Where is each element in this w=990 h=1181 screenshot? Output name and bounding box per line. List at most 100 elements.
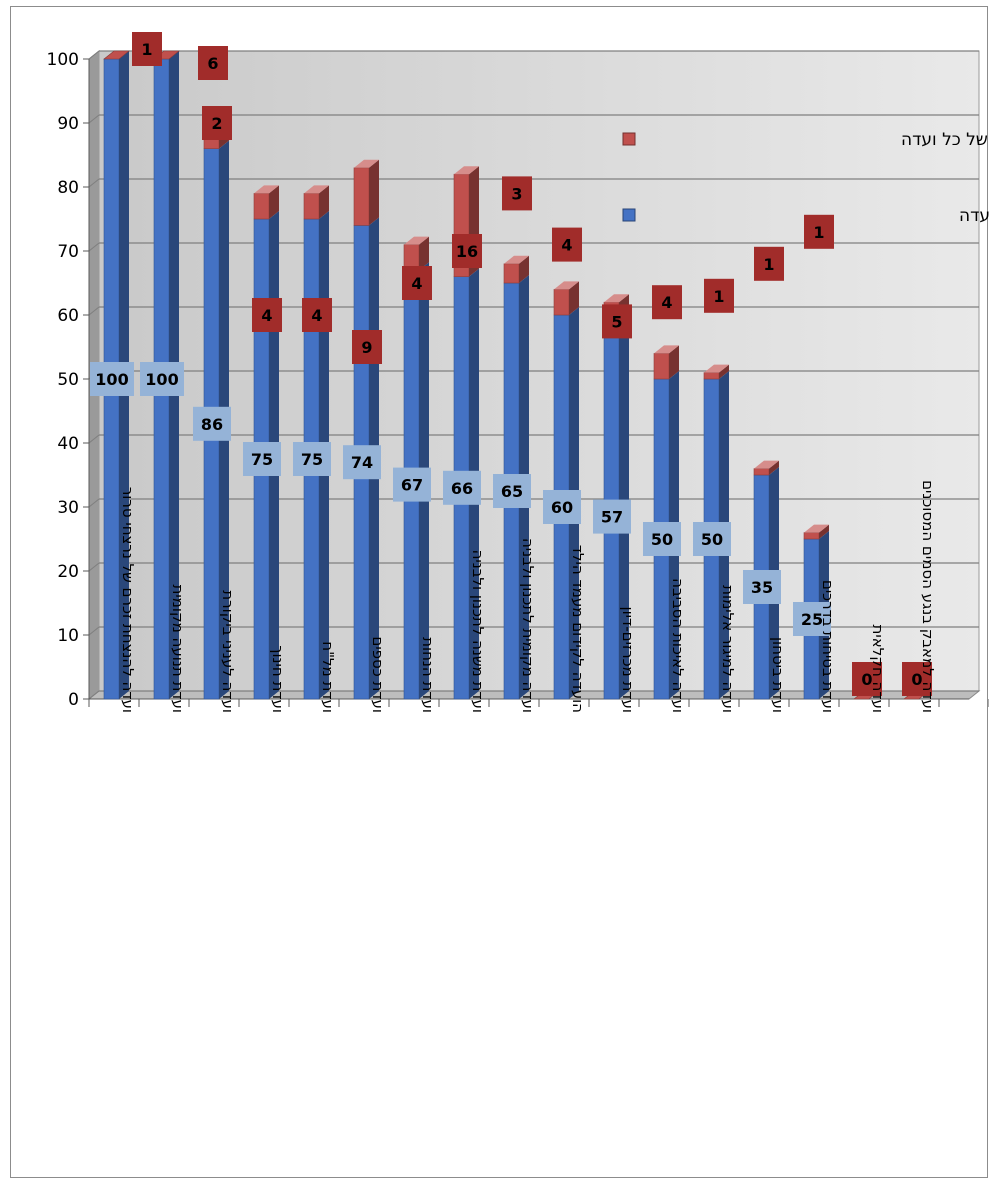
category-label: ועדה מקומית לתכנון ולבניה: [519, 538, 537, 713]
bar-meetings-top: [704, 364, 729, 373]
data-label-attendance-bg: [393, 467, 431, 502]
data-label-attendance-text: 100: [95, 370, 128, 389]
legend-label: ממוצע נוכחות באחוזים בכל ועדה: [959, 206, 989, 226]
data-label-attendance-text: 86: [201, 415, 223, 434]
bar-meetings: [303, 185, 329, 220]
bar-meetings-front: [753, 468, 770, 476]
bar-meetings-front: [353, 167, 370, 226]
category-label: ועדת בטיחות בדרכים: [819, 580, 837, 713]
bar-meetings: [403, 236, 429, 271]
bar-meetings-side: [769, 460, 779, 475]
data-label-meetings-bg: [132, 32, 162, 66]
bar-meetings-front: [303, 193, 320, 220]
data-label-meetings: 1: [754, 246, 784, 281]
data-label-attendance-bg: [243, 442, 281, 476]
data-label-meetings: 6: [198, 46, 228, 80]
bar-meetings-front: [803, 532, 820, 540]
y-tick-label: 100: [47, 50, 79, 70]
data-label-meetings: 5: [602, 304, 632, 339]
category-label: ועדה לאיכות הסביבה: [669, 578, 687, 713]
data-label-attendance: 50: [693, 522, 731, 556]
category-label: ועדת תנועה מקומית: [169, 584, 187, 713]
data-label-attendance-bg: [140, 362, 184, 396]
category-label: ועדת מל"ח: [319, 641, 337, 713]
category-label: ועדת חינוך: [269, 645, 287, 713]
legend-label: מספר הישיבות של כל ועדה: [901, 130, 989, 150]
data-label-meetings-text: 1: [713, 287, 724, 306]
data-label-meetings-text: 4: [311, 306, 322, 325]
data-label-attendance-text: 60: [551, 498, 573, 517]
data-label-attendance-bg: [693, 522, 731, 556]
data-label-attendance: 50: [643, 522, 681, 556]
gridline-side: [88, 50, 100, 60]
data-label-attendance: 75: [243, 442, 281, 476]
y-tick-label: 40: [57, 434, 79, 454]
data-label-attendance: 100: [140, 362, 184, 396]
category-label: ועדת ביטחון: [769, 637, 787, 713]
data-label-meetings: 9: [352, 330, 382, 364]
data-label-meetings-text: 1: [763, 255, 774, 274]
data-label-attendance: 57: [593, 499, 631, 534]
data-label-meetings-bg: [252, 298, 282, 332]
data-labels: 1001100686275475474967466166536045755045…: [90, 32, 932, 696]
data-label-meetings-text: 4: [661, 293, 672, 312]
data-label-meetings: 4: [552, 227, 582, 262]
y-tick-label: 30: [57, 498, 79, 518]
bar-meetings-front: [653, 353, 670, 380]
bar-meetings-side: [719, 364, 729, 379]
data-label-meetings: 1: [804, 214, 834, 249]
data-label-meetings-bg: [804, 214, 834, 249]
x-axis-categories: ועדה להנצחת זכרם של נרצחי טרור ועדת תנועה…: [88, 480, 989, 713]
bar-meetings: [353, 159, 379, 226]
data-label-meetings-bg: [552, 227, 582, 262]
data-label-attendance-text: 50: [651, 530, 673, 549]
data-label-meetings-bg: [502, 176, 532, 211]
y-tick-label: 50: [57, 370, 79, 390]
bar-meetings: [703, 364, 729, 380]
y-tick-label: 0: [68, 690, 79, 710]
y-tick-label: 80: [57, 178, 79, 198]
bar-meetings-top: [254, 185, 279, 194]
bar-meetings: [753, 460, 779, 476]
bar-meetings-top: [804, 524, 829, 533]
gridline-side: [88, 626, 100, 636]
bar-meetings-top: [754, 460, 779, 469]
data-label-meetings: 1: [704, 278, 734, 313]
bar-meetings-front: [253, 193, 270, 220]
bar-meetings-front: [703, 372, 720, 380]
data-label-attendance-text: 66: [451, 479, 473, 498]
gridline-side: [88, 498, 100, 508]
data-label-meetings-bg: [202, 106, 232, 140]
gridline-side: [88, 242, 100, 252]
data-label-attendance-bg: [643, 522, 681, 556]
gridline-side: [88, 562, 100, 572]
data-label-meetings: 0: [852, 662, 882, 696]
data-label-attendance: 67: [393, 467, 431, 502]
bar-meetings-front: [553, 289, 570, 316]
data-label-attendance: 75: [293, 442, 331, 476]
data-label-meetings-text: 5: [611, 312, 622, 331]
data-label-meetings-text: 6: [207, 54, 218, 73]
data-label-meetings-bg: [754, 246, 784, 281]
bar-meetings: [503, 255, 529, 284]
data-label-attendance-text: 35: [751, 578, 773, 597]
category-label: ועדת משנה לתכנון ולבניה: [469, 550, 487, 713]
data-label-attendance-text: 65: [501, 482, 523, 501]
bar-meetings-top: [404, 236, 429, 245]
data-label-attendance-text: 57: [601, 508, 623, 527]
data-label-meetings: 4: [652, 285, 682, 320]
bar-meetings-front: [503, 263, 520, 284]
data-label-attendance-bg: [343, 445, 381, 480]
data-label-attendance-bg: [90, 362, 134, 396]
data-label-meetings-text: 9: [361, 338, 372, 357]
legend-item: ממוצע נוכחות באחוזים בכל ועדה: [622, 206, 989, 226]
gridline-side: [88, 114, 100, 124]
y-tick-label: 10: [57, 626, 79, 646]
y-tick-label: 60: [57, 306, 79, 326]
data-label-attendance: 100: [90, 362, 134, 396]
data-label-meetings-text: 4: [261, 306, 272, 325]
data-label-meetings: 4: [402, 266, 432, 300]
data-label-attendance: 86: [193, 406, 231, 441]
data-label-meetings-text: 1: [813, 223, 824, 242]
data-label-meetings-bg: [198, 46, 228, 80]
